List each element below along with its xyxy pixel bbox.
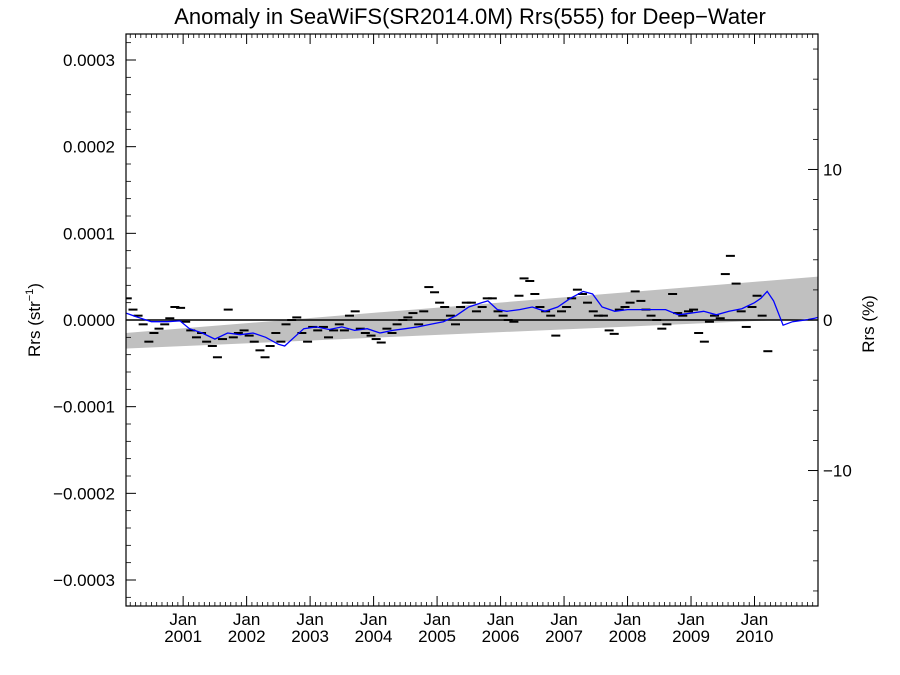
x-tick-label-month: Jan bbox=[233, 610, 260, 629]
monthly-anomaly-layer bbox=[126, 254, 773, 359]
x-tick-label-month: Jan bbox=[169, 610, 196, 629]
trend-band-layer bbox=[126, 276, 818, 349]
x-tick-label-year: 2006 bbox=[482, 627, 520, 646]
plot-area bbox=[126, 254, 818, 359]
y2-tick-label: 10 bbox=[823, 160, 842, 179]
y2-axis-label: Rrs (%) bbox=[859, 295, 878, 353]
x-tick-label-year: 2010 bbox=[736, 627, 774, 646]
y-tick-label: 0.0001 bbox=[63, 224, 115, 243]
y-tick-label: 0.0003 bbox=[63, 51, 115, 70]
y-tick-label: −0.0001 bbox=[53, 398, 115, 417]
chart-title: Anomaly in SeaWiFS(SR2014.0M) Rrs(555) f… bbox=[174, 4, 766, 29]
x-tick-label-month: Jan bbox=[487, 610, 514, 629]
y-axis-label-sup: −1 bbox=[24, 289, 36, 302]
y-axis-label-end: ) bbox=[25, 283, 44, 289]
x-tick-label-month: Jan bbox=[423, 610, 450, 629]
y-axis-label-main: Rrs (str bbox=[25, 301, 44, 357]
x-tick-label-year: 2008 bbox=[609, 627, 647, 646]
y-tick-label: 0.0000 bbox=[63, 311, 115, 330]
x-tick-label-year: 2001 bbox=[164, 627, 202, 646]
y2-tick-label: −10 bbox=[823, 462, 852, 481]
trend-band bbox=[126, 276, 818, 349]
y-axis-right: 10 0 −10 bbox=[808, 48, 852, 592]
x-tick-label-year: 2002 bbox=[228, 627, 266, 646]
smoothed-line bbox=[126, 290, 818, 347]
y-tick-label: −0.0002 bbox=[53, 484, 115, 503]
y-axis-left: 0.0003 0.0002 0.0001 0.0000 −0.0001 −0.0002 −0… bbox=[53, 42, 136, 598]
x-tick-label-month: Jan bbox=[677, 610, 704, 629]
x-axis: Jan2001Jan2002Jan2003Jan2004Jan2005Jan20… bbox=[129, 34, 814, 646]
y-tick-label: −0.0003 bbox=[53, 571, 115, 590]
x-tick-label-month: Jan bbox=[550, 610, 577, 629]
x-tick-label-year: 2009 bbox=[672, 627, 710, 646]
smoothed-line-layer bbox=[126, 290, 818, 347]
y-tick-label: 0.0002 bbox=[63, 138, 115, 157]
y2-tick-label: 0 bbox=[823, 311, 832, 330]
x-tick-label-month: Jan bbox=[296, 610, 323, 629]
x-tick-label-year: 2003 bbox=[291, 627, 329, 646]
y-axis-label: Rrs (str−1) bbox=[24, 283, 44, 357]
x-tick-label-year: 2007 bbox=[545, 627, 583, 646]
x-tick-label-year: 2005 bbox=[418, 627, 456, 646]
x-tick-label-month: Jan bbox=[741, 610, 768, 629]
x-tick-label-year: 2004 bbox=[355, 627, 393, 646]
x-tick-label-month: Jan bbox=[614, 610, 641, 629]
x-tick-label-month: Jan bbox=[360, 610, 387, 629]
